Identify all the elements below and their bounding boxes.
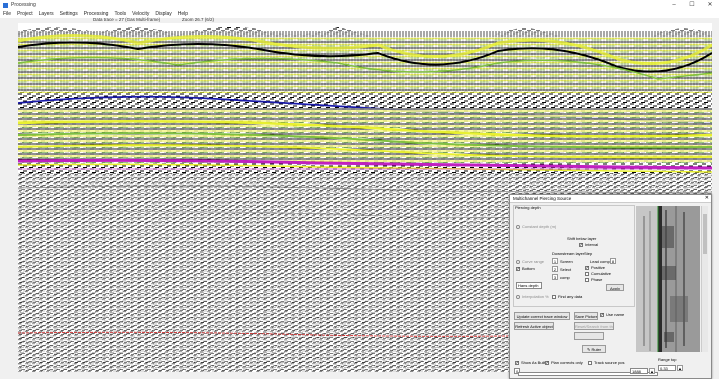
- preview-scrollbar[interactable]: [701, 206, 708, 352]
- find-any-data-label: Find any data: [558, 294, 583, 299]
- ruler-icon: ✎: [586, 347, 591, 352]
- save-picture-button[interactable]: Save Picture: [574, 312, 598, 320]
- zoom-info-text: Zoom 26.7 (6/2): [182, 17, 215, 22]
- menu-file[interactable]: File: [3, 11, 12, 17]
- downstream-layer-label: Downstream layer: [552, 251, 585, 256]
- app-icon: [3, 2, 8, 8]
- use-name-checkbox[interactable]: [600, 312, 604, 318]
- curve-range-label: Curve range: [522, 259, 545, 264]
- layer-select-dropdown[interactable]: Hans depth: [516, 282, 542, 289]
- close-button[interactable]: ✕: [707, 2, 713, 8]
- phase-label: Phase: [591, 277, 603, 282]
- plan-corrects-only-label: Plan corrects only: [551, 360, 583, 365]
- show-as-built-label: Show As Built: [521, 360, 546, 365]
- range-end-field[interactable]: 1888: [630, 368, 648, 374]
- menu-processing[interactable]: Processing: [83, 11, 109, 17]
- interpolation-radio[interactable]: [516, 295, 520, 299]
- unit-3-label: comp: [560, 275, 570, 280]
- menu-project[interactable]: Project: [17, 11, 33, 17]
- positive-checkbox[interactable]: [585, 265, 589, 271]
- spacer-button[interactable]: [574, 332, 604, 340]
- interpolation-label: Interpolation %: [522, 294, 549, 299]
- maximize-button[interactable]: ☐: [689, 2, 695, 8]
- value-2-input[interactable]: 2: [552, 266, 558, 272]
- range-top-field[interactable]: 0.33: [658, 365, 676, 371]
- range-top-spinner[interactable]: ▲: [677, 365, 683, 371]
- minimize-button[interactable]: –: [672, 2, 676, 8]
- trace-preview-svg: [636, 206, 700, 352]
- range-end-spinner[interactable]: ▲: [649, 368, 655, 374]
- menu-velocity[interactable]: Velocity: [132, 11, 150, 17]
- positive-label: Positive: [591, 265, 606, 270]
- reset-search-button[interactable]: Reset/Search from this: [574, 322, 614, 330]
- group-label: Piercing depth: [515, 205, 541, 210]
- plan-corrects-only-checkbox[interactable]: [545, 360, 549, 366]
- unit-1-label: Screen: [560, 259, 573, 264]
- dialog-title: Multichannel Piercing Source: [513, 196, 572, 201]
- cumulative-checkbox[interactable]: [585, 272, 589, 276]
- dialog-title-bar: Multichannel Piercing Source ✕: [510, 195, 711, 203]
- menu-display[interactable]: Display: [155, 11, 172, 17]
- use-name-label: Use name: [606, 312, 625, 317]
- value-4-input[interactable]: 8: [610, 258, 616, 264]
- ruler-label: Ruler: [591, 347, 602, 352]
- menu-settings[interactable]: Settings: [59, 11, 78, 17]
- refresh-active-object-button[interactable]: Refresh Active object: [514, 322, 554, 330]
- apply-button[interactable]: Apply: [606, 284, 624, 291]
- trace-preview-image[interactable]: [636, 206, 700, 352]
- lead-comp-label: Lead comp: [590, 259, 610, 264]
- find-any-data-checkbox[interactable]: [552, 295, 556, 299]
- step-label: Step: [584, 251, 593, 256]
- dialog-close-icon[interactable]: ✕: [704, 195, 709, 201]
- cumulative-label: Cumulative: [591, 271, 612, 276]
- multichannel-piercing-dialog: Multichannel Piercing Source ✕ Piercing …: [509, 194, 712, 379]
- interval-checkbox[interactable]: [579, 242, 583, 248]
- range-start-field[interactable]: 0: [514, 368, 520, 374]
- ruler-button[interactable]: ✎ Ruler: [582, 345, 606, 353]
- menu-layers[interactable]: Layers: [38, 11, 54, 17]
- range-top-label: Range top: [658, 357, 677, 362]
- unit-2-label: Select: [560, 267, 572, 272]
- track-source-pos-label: Track source pos: [594, 360, 625, 365]
- track-source-pos-checkbox[interactable]: [588, 361, 592, 365]
- data-info-text: Data trace = 27 (Gas Multi-frame): [93, 17, 161, 22]
- constant-depth-radio[interactable]: [516, 225, 520, 229]
- scrollbar-thumb[interactable]: [703, 214, 707, 254]
- bottom-label: Bottom: [522, 266, 535, 271]
- show-as-built-checkbox[interactable]: [515, 360, 519, 366]
- value-3-input[interactable]: 3: [552, 274, 558, 280]
- range-slider[interactable]: [518, 372, 658, 376]
- piercing-depth-group: [513, 205, 635, 307]
- constant-depth-label: Constant depth (m): [522, 224, 557, 229]
- phase-checkbox[interactable]: [585, 278, 589, 282]
- curve-range-radio[interactable]: [516, 260, 520, 264]
- menu-help[interactable]: Help: [177, 11, 189, 17]
- value-1-input[interactable]: 1: [552, 258, 558, 264]
- menu-bar: File Project Layers Settings Processing …: [0, 10, 719, 18]
- bottom-checkbox[interactable]: [516, 266, 520, 272]
- shift-below-layer-label: Shift below layer: [567, 236, 597, 241]
- menu-tools[interactable]: Tools: [114, 11, 127, 17]
- interval-label: Interval: [585, 242, 599, 247]
- window-title: Processing: [11, 2, 36, 8]
- update-correct-trace-button[interactable]: Update correct trace window: [514, 312, 570, 320]
- title-bar: Processing: [0, 0, 719, 10]
